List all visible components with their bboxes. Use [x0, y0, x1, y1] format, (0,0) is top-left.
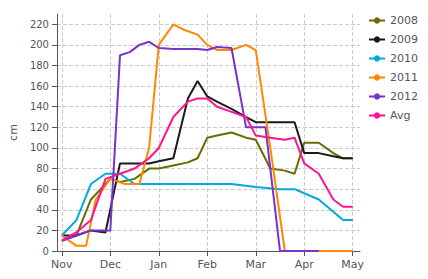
svg-text:220: 220 — [30, 19, 49, 30]
svg-text:Mar: Mar — [245, 258, 266, 271]
svg-text:0: 0 — [43, 246, 49, 257]
svg-text:2010: 2010 — [390, 52, 418, 65]
svg-text:160: 160 — [30, 81, 49, 92]
svg-text:40: 40 — [36, 204, 49, 215]
svg-text:Nov: Nov — [51, 258, 73, 271]
svg-text:2011: 2011 — [390, 71, 418, 84]
svg-text:120: 120 — [30, 122, 49, 133]
svg-text:cm: cm — [7, 124, 20, 141]
svg-text:2008: 2008 — [390, 14, 418, 27]
svg-text:180: 180 — [30, 60, 49, 71]
svg-text:200: 200 — [30, 39, 49, 50]
svg-text:May: May — [341, 258, 364, 271]
svg-text:80: 80 — [36, 163, 49, 174]
svg-text:Jan: Jan — [149, 258, 167, 271]
svg-text:2012: 2012 — [390, 90, 418, 103]
svg-text:140: 140 — [30, 101, 49, 112]
svg-text:Dec: Dec — [100, 258, 121, 271]
svg-text:Feb: Feb — [198, 258, 217, 271]
svg-text:60: 60 — [36, 184, 49, 195]
svg-text:20: 20 — [36, 225, 49, 236]
svg-text:Avg: Avg — [390, 109, 410, 122]
svg-text:100: 100 — [30, 142, 49, 153]
svg-text:Apr: Apr — [295, 258, 315, 271]
svg-text:2009: 2009 — [390, 33, 418, 46]
